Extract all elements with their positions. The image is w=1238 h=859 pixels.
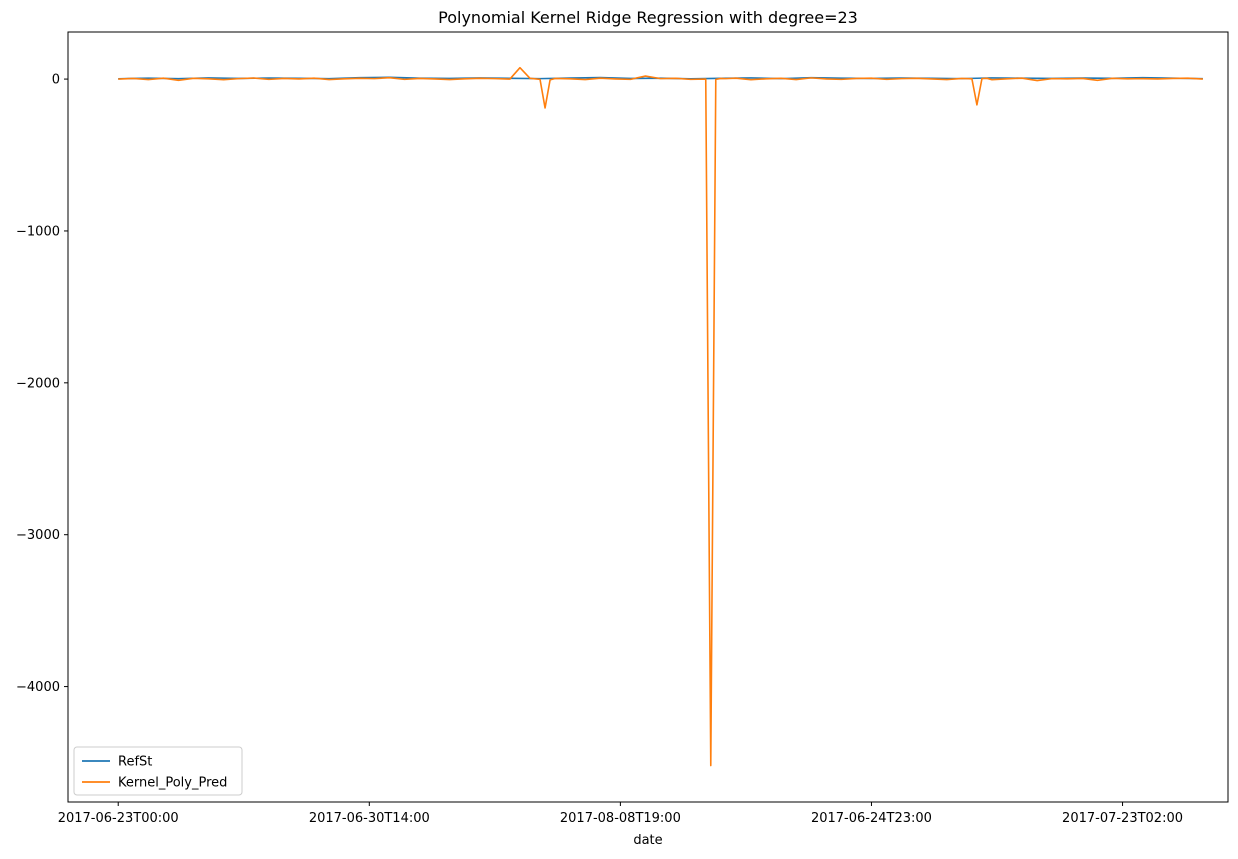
y-tick-label: −1000 [16,224,60,239]
plot-area [118,66,1203,767]
x-tick-label: 2017-06-30T14:00 [309,811,430,826]
y-tick-label: −3000 [16,528,60,543]
x-tick-label: 2017-08-08T19:00 [560,811,681,826]
axes-frame [67,31,1229,803]
x-tick-label: 2017-06-23T00:00 [58,811,179,826]
y-tick-label: −2000 [16,376,60,391]
x-axis-label: date [633,833,662,848]
legend-label: Kernel_Poly_Pred [118,776,227,791]
x-axis: 2017-06-23T00:00 2017-06-30T14:00 2017-08-… [58,802,1183,826]
y-axis: 0 −1000 −2000 −3000 −4000 [16,73,68,695]
y-tick-label: −4000 [16,680,60,695]
chart-title: Polynomial Kernel Ridge Regression with … [438,8,858,27]
y-tick-label: 0 [52,73,60,88]
series-line-kernel-poly-pred [118,66,1203,767]
legend-box [73,746,243,796]
legend: RefSt Kernel_Poly_Pred [73,746,243,796]
legend-label: RefSt [118,755,152,770]
x-tick-label: 2017-06-24T23:00 [811,811,932,826]
x-tick-label: 2017-07-23T02:00 [1062,811,1183,826]
